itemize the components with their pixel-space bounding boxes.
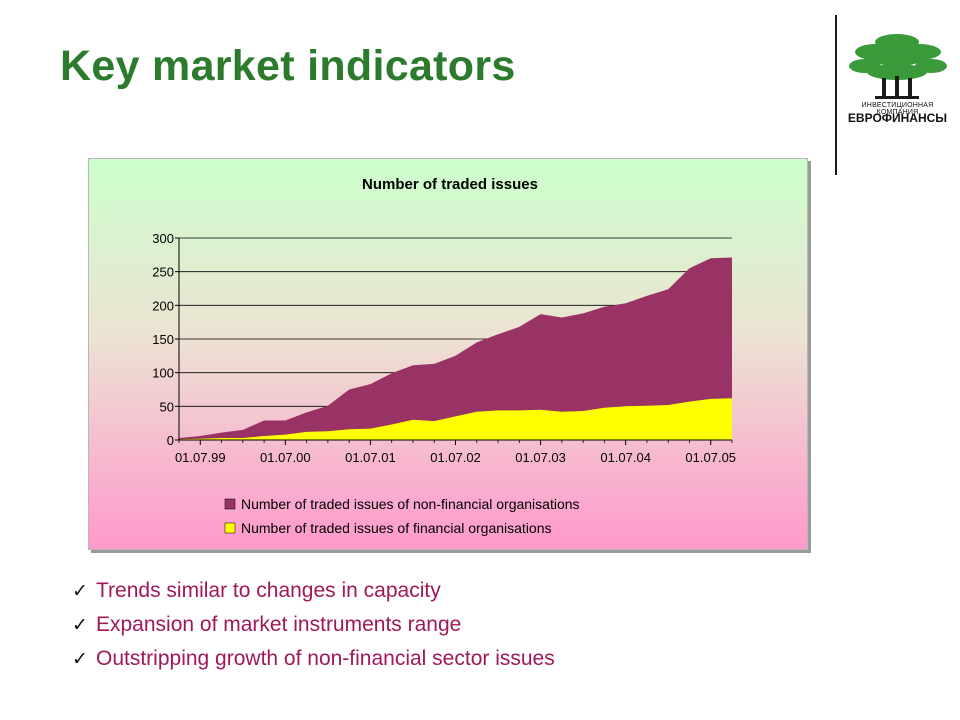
bullet-text: Trends similar to changes in capacity <box>96 579 441 602</box>
legend-swatch-financial <box>224 522 236 534</box>
x-tick-label: 01.07.02 <box>430 450 481 465</box>
bullet-text: Outstripping growth of non-financial sec… <box>96 647 555 670</box>
bullet-item: ✓ Expansion of market instruments range <box>72 608 555 642</box>
x-tick-label: 01.07.03 <box>515 450 566 465</box>
x-tick-label: 01.07.01 <box>345 450 396 465</box>
logo-tagline: ИНВЕСТИЦИОННАЯ КОМПАНИЯ <box>861 102 934 116</box>
y-tick-label: 150 <box>152 332 174 347</box>
x-tick-label: 01.07.99 <box>175 450 226 465</box>
check-icon: ✓ <box>72 580 88 602</box>
y-tick-label: 250 <box>152 265 174 280</box>
check-icon: ✓ <box>72 614 88 636</box>
logo-divider <box>835 15 837 175</box>
x-tick-label: 01.07.05 <box>685 450 736 465</box>
chart-title: Number of traded issues <box>362 176 538 193</box>
bullet-item: ✓ Outstripping growth of non-financial s… <box>72 642 555 676</box>
y-tick-label: 100 <box>152 366 174 381</box>
area-financial <box>179 398 732 440</box>
legend-label-financial: Number of traded issues of financial org… <box>241 520 552 536</box>
y-tick-label: 200 <box>152 298 174 313</box>
tree-icon <box>849 34 947 99</box>
bullet-list: ✓ Trends similar to changes in capacity … <box>72 574 555 676</box>
legend-swatch-non-financial <box>224 498 236 510</box>
slide-title: Key market indicators <box>60 42 516 90</box>
x-tick-label: 01.07.04 <box>600 450 651 465</box>
x-tick-label: 01.07.00 <box>260 450 311 465</box>
chart-panel: Number of traded issues 0 50 100 150 200 250 30… <box>88 158 808 550</box>
check-icon: ✓ <box>72 648 88 670</box>
legend-label-non-financial: Number of traded issues of non-financial… <box>241 496 580 512</box>
area-non-financial <box>179 257 732 440</box>
logo-company-name: ЕВРОФИНАНСЫ <box>847 111 948 125</box>
y-tick-label: 50 <box>160 399 174 414</box>
y-tick-label: 0 <box>167 433 174 448</box>
traded-issues-chart: Number of traded issues 0 50 100 150 200 250 30… <box>89 159 807 549</box>
bullet-text: Expansion of market instruments range <box>96 613 462 636</box>
bullet-item: ✓ Trends similar to changes in capacity <box>72 574 555 608</box>
company-logo: ИНВЕСТИЦИОННАЯ КОМПАНИЯ ЕВРОФИНАНСЫ <box>845 28 950 125</box>
y-tick-label: 300 <box>152 231 174 246</box>
